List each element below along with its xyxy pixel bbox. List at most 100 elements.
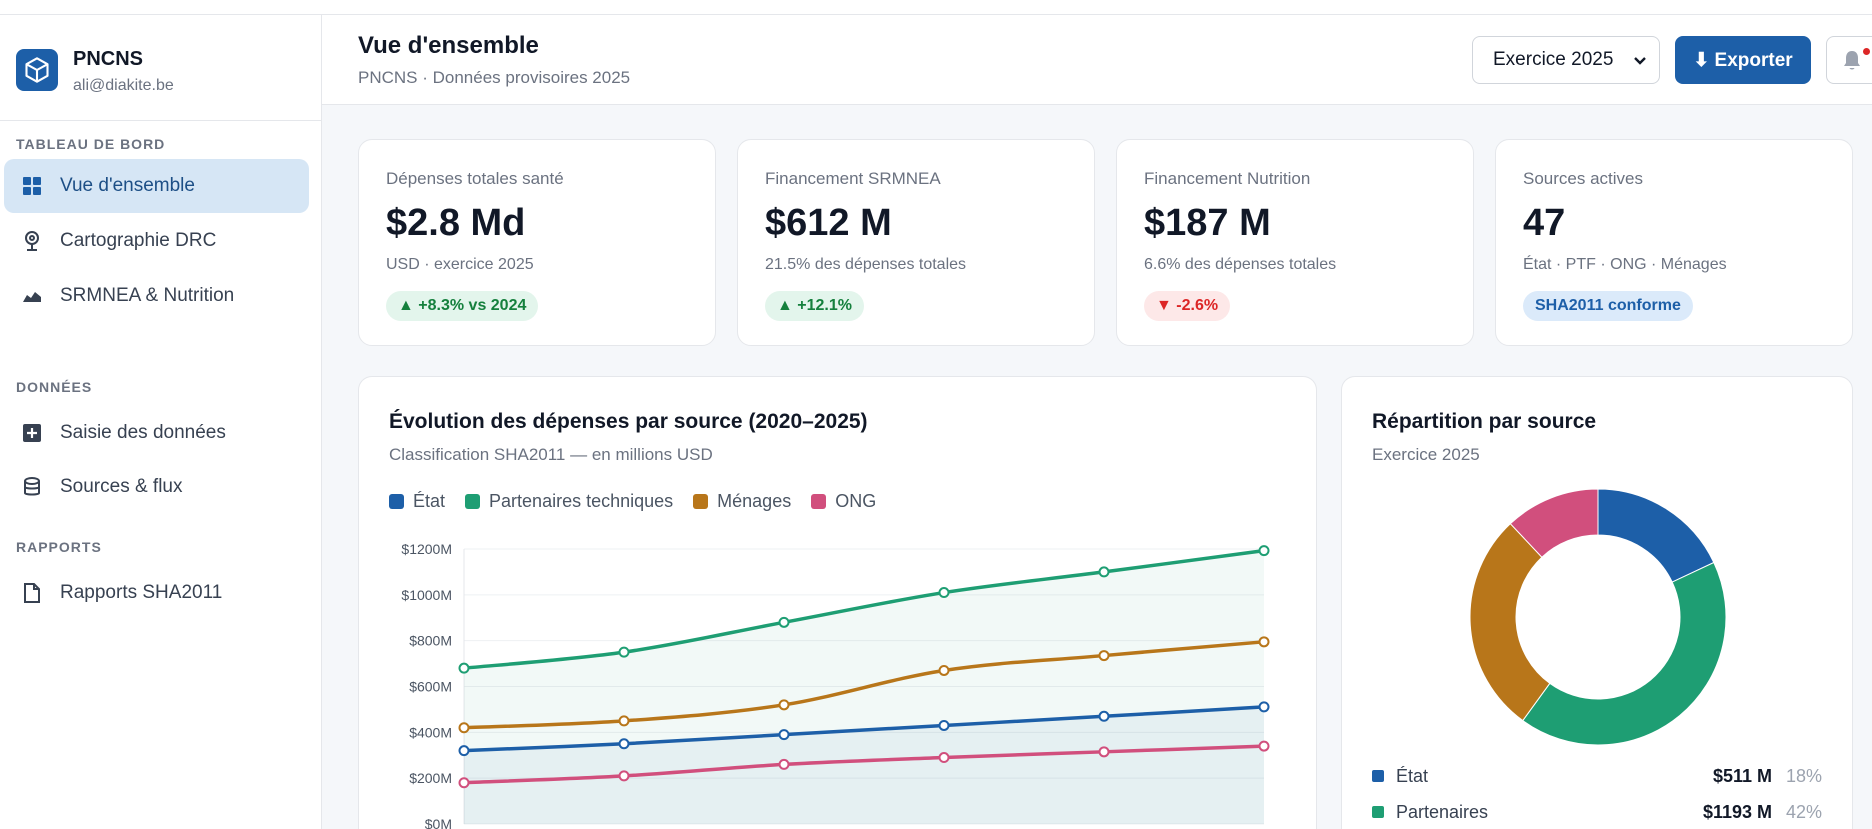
series-line-1: [463, 548, 1265, 670]
chart-title: Répartition par source: [1372, 410, 1597, 433]
data-point[interactable]: [778, 616, 790, 628]
legend-swatch: [811, 494, 827, 509]
sidebar-item-label: SRMNEA & Nutrition: [60, 285, 235, 306]
year-select-value: Exercice 2025: [1493, 49, 1614, 70]
legend-amount: $511 M: [1712, 765, 1772, 786]
page-header: Vue d'ensemble PNCNS · Données provisoir…: [322, 15, 1872, 105]
kpi-value: $187 M: [1144, 202, 1271, 244]
donut-slice-1[interactable]: [1522, 561, 1727, 746]
sidebar-item-reports[interactable]: Rapports SHA2011: [4, 566, 309, 620]
data-point[interactable]: [1258, 545, 1270, 557]
pie-chart-card: Répartition par source Exercice 2025 Éta…: [1341, 376, 1853, 829]
legend-label: Partenaires: [1396, 801, 1489, 822]
status-badge: SHA2011 conforme: [1523, 291, 1693, 321]
legend-item-etat[interactable]: État: [389, 491, 445, 512]
database-icon: [20, 475, 44, 499]
legend-item-menages[interactable]: Ménages: [693, 491, 791, 512]
data-point[interactable]: [458, 662, 470, 674]
data-point[interactable]: [938, 587, 950, 599]
chart-subtitle: Classification SHA2011 — en millions USD: [389, 445, 713, 464]
notifications-button[interactable]: [1826, 36, 1872, 84]
data-point[interactable]: [938, 664, 950, 676]
kpi-value: $612 M: [765, 202, 892, 244]
data-point[interactable]: [778, 699, 790, 711]
data-point[interactable]: [458, 745, 470, 757]
pie-legend-row: Partenaires $1193 M 42%: [1372, 797, 1822, 827]
year-select[interactable]: Exercice 2025: [1472, 36, 1660, 84]
donut-slice-3[interactable]: [1509, 488, 1599, 558]
legend-swatch: [1372, 806, 1384, 818]
sidebar-item-sources[interactable]: Sources & flux: [4, 460, 309, 514]
nav-section-dashboard: TABLEAU DE BORD: [16, 136, 166, 152]
data-point[interactable]: [938, 719, 950, 731]
y-tick-label: $1200M: [401, 541, 452, 557]
data-point[interactable]: [938, 752, 950, 764]
y-tick-label: $1000M: [401, 587, 452, 603]
export-button[interactable]: ⬇ Exporter: [1675, 36, 1811, 84]
line-chart-card: Évolution des dépenses par source (2020–…: [358, 376, 1317, 829]
sidebar-item-label: Vue d'ensemble: [60, 175, 195, 196]
data-point[interactable]: [1098, 746, 1110, 758]
nav-section-data: DONNÉES: [16, 379, 93, 395]
sidebar-item-data-entry[interactable]: Saisie des données: [4, 406, 309, 460]
sidebar-item-cartography[interactable]: Cartographie DRC: [4, 214, 309, 268]
legend-swatch: [389, 494, 404, 509]
data-point[interactable]: [618, 738, 630, 750]
legend-label: Ménages: [717, 491, 792, 511]
kpi-card-total: Dépenses totales santé $2.8 Md USD · exe…: [358, 139, 716, 346]
data-point[interactable]: [778, 758, 790, 770]
data-point[interactable]: [458, 722, 470, 734]
data-point[interactable]: [1258, 740, 1270, 752]
legend-label: ONG: [835, 491, 877, 511]
page-title: Vue d'ensemble: [358, 32, 539, 59]
document-icon: [20, 581, 44, 605]
y-tick-label: $800M: [409, 633, 452, 649]
sidebar-item-srmnea[interactable]: SRMNEA & Nutrition: [4, 269, 309, 323]
kpi-label: Sources actives: [1523, 169, 1643, 188]
kpi-card-sources: Sources actives 47 État · PTF · ONG · Mé…: [1495, 139, 1853, 346]
y-tick-label: $0M: [425, 816, 452, 829]
legend-swatch: [465, 494, 481, 509]
area-chart-icon: [20, 284, 44, 308]
donut-chart: [1469, 488, 1727, 746]
data-point[interactable]: [618, 770, 630, 782]
trend-badge: ▲ +12.1%: [765, 291, 864, 321]
chevron-down-icon: [1633, 51, 1647, 77]
chart-subtitle: Exercice 2025: [1372, 445, 1480, 464]
kpi-note: 21.5% des dépenses totales: [765, 256, 967, 273]
data-point[interactable]: [1098, 710, 1110, 722]
data-point[interactable]: [1098, 650, 1110, 662]
data-point[interactable]: [1258, 636, 1270, 648]
legend-item-partenaires[interactable]: Partenaires techniques: [465, 491, 673, 512]
data-point[interactable]: [1258, 701, 1270, 713]
data-point[interactable]: [778, 729, 790, 741]
kpi-note: 6.6% des dépenses totales: [1144, 256, 1337, 273]
series-line-0: [463, 705, 1265, 753]
kpi-value: 47: [1523, 202, 1566, 244]
legend-label: Partenaires techniques: [489, 491, 674, 511]
legend-item-ong[interactable]: ONG: [811, 491, 876, 512]
pie-legend-row: État $511 M 18%: [1372, 761, 1822, 791]
sidebar-item-overview[interactable]: Vue d'ensemble: [4, 159, 309, 213]
notification-dot: [1863, 48, 1870, 55]
chart-legend: État Partenaires techniques Ménages ONG: [389, 491, 876, 512]
sidebar: PNCNS ali@diakite.be TABLEAU DE BORD Vue…: [0, 15, 322, 829]
kpi-value: $2.8 Md: [386, 202, 526, 244]
sidebar-item-label: Rapports SHA2011: [60, 582, 223, 603]
plus-square-icon: [20, 421, 44, 445]
user-email: ali@diakite.be: [73, 77, 174, 94]
kpi-note: USD · exercice 2025: [386, 256, 534, 273]
sidebar-item-label: Cartographie DRC: [60, 230, 217, 251]
nav-section-reports: RAPPORTS: [16, 539, 102, 555]
brand: PNCNS ali@diakite.be: [0, 15, 321, 121]
data-point[interactable]: [618, 715, 630, 727]
data-point[interactable]: [458, 777, 470, 789]
data-point[interactable]: [1098, 566, 1110, 578]
data-point[interactable]: [618, 646, 630, 658]
trend-badge: ▼ -2.6%: [1144, 291, 1231, 321]
donut-slice-0[interactable]: [1597, 488, 1715, 583]
y-tick-label: $400M: [409, 724, 452, 740]
kpi-note: État · PTF · ONG · Ménages: [1523, 256, 1727, 273]
legend-percent: 42%: [1785, 801, 1822, 822]
legend-swatch: [1372, 770, 1384, 782]
